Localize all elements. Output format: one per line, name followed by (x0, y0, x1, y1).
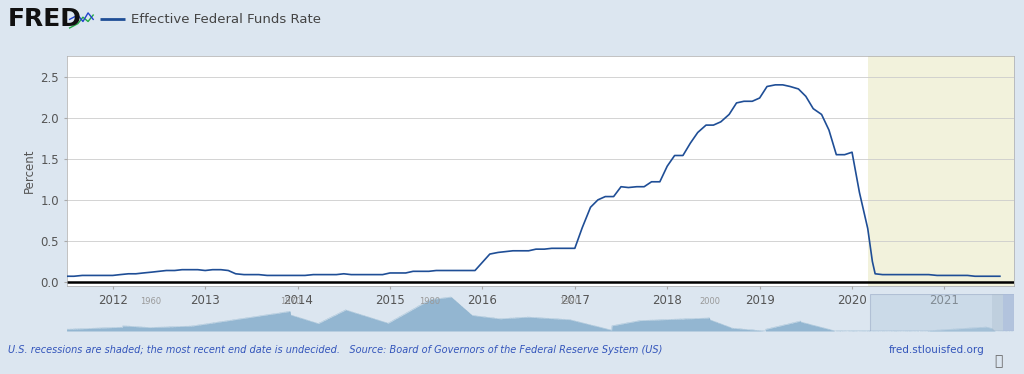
FancyBboxPatch shape (870, 294, 1014, 331)
Text: 2000: 2000 (699, 297, 720, 306)
Text: ⤢: ⤢ (994, 354, 1002, 368)
Text: FRED: FRED (8, 7, 82, 31)
Text: 1960: 1960 (140, 297, 161, 306)
Y-axis label: Percent: Percent (24, 149, 36, 193)
Bar (1004, 294, 1014, 331)
Bar (867, 56, 1014, 286)
Bar (991, 294, 1014, 331)
Text: 1970: 1970 (280, 297, 301, 306)
Text: fred.stlouisfed.org: fred.stlouisfed.org (889, 345, 985, 355)
Text: 1980: 1980 (420, 297, 440, 306)
Text: Effective Federal Funds Rate: Effective Federal Funds Rate (131, 13, 322, 26)
Text: 1990: 1990 (559, 297, 581, 306)
Text: U.S. recessions are shaded; the most recent end date is undecided.   Source: Boa: U.S. recessions are shaded; the most rec… (8, 345, 663, 355)
